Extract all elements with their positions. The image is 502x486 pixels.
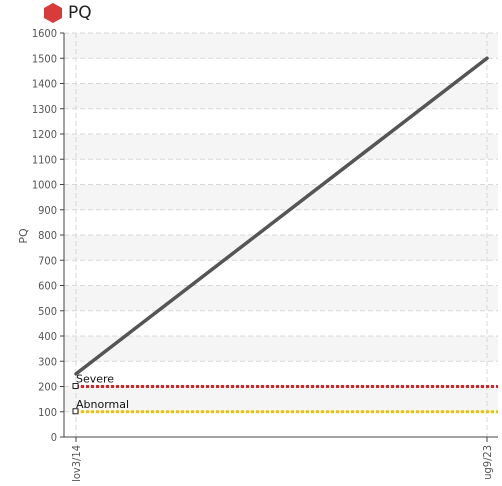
y-tick-label: 1400: [32, 78, 57, 91]
hexagon-icon: [44, 3, 62, 23]
y-tick-label: 600: [38, 280, 57, 293]
threshold-marker: [72, 408, 79, 415]
y-tick-label: 1600: [32, 27, 57, 40]
threshold-label: Severe: [76, 373, 114, 386]
y-tick-label: 1500: [32, 52, 57, 65]
y-axis-label: PQ: [17, 228, 30, 244]
y-axis: 0 100 200 300 400 500 600 700 800 900 1000 1100 1200…: [32, 27, 65, 444]
x-tick-label: ug9/23: [481, 445, 494, 480]
y-tick-label: 900: [38, 204, 57, 217]
plot-bands: [64, 33, 498, 412]
plot-band: [64, 33, 498, 59]
chart-header: PQ: [42, 0, 92, 26]
threshold-lines: Severe Abnormal: [72, 373, 498, 415]
threshold-label: Abnormal: [76, 398, 129, 411]
threshold-marker: [72, 383, 79, 389]
y-tick-label: 400: [38, 330, 57, 343]
series-lines: [74, 56, 489, 376]
y-tick-label: 0: [51, 431, 57, 444]
y-tick-label: 1200: [32, 128, 57, 141]
y-tick-label: 100: [38, 406, 57, 419]
plot-band: [64, 386, 498, 412]
y-tick-label: 1100: [32, 153, 57, 166]
plot-band: [64, 83, 498, 109]
y-tick-label: 700: [38, 254, 57, 267]
plot-band: [64, 285, 498, 311]
x-axis: lov3/14 ug9/23: [64, 436, 498, 482]
y-tick-label: 1000: [32, 179, 57, 192]
y-tick-label: 300: [38, 355, 57, 368]
plot-band: [64, 134, 498, 160]
x-tick-label: lov3/14: [70, 445, 83, 482]
plot-band: [64, 336, 498, 362]
y-tick-label: 1300: [32, 103, 57, 116]
plot-band: [64, 235, 498, 261]
y-tick-label: 800: [38, 229, 57, 242]
chart-title: PQ: [68, 3, 92, 23]
plot-band: [64, 184, 498, 210]
series-line: [74, 56, 489, 376]
y-tick-label: 200: [38, 381, 57, 394]
y-tick-label: 500: [38, 305, 57, 318]
